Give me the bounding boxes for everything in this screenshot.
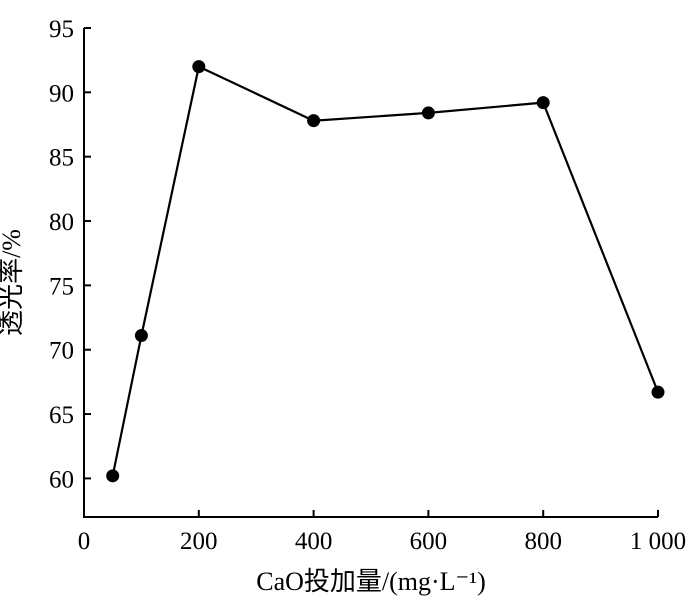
y-tick-label: 95 xyxy=(49,16,74,43)
y-axis-ticks: 60 65 70 75 80 85 90 95 xyxy=(49,16,91,493)
y-axis-title: 透光率/% xyxy=(0,229,26,336)
x-tick-label: 0 xyxy=(78,528,91,555)
data-point xyxy=(651,385,665,399)
x-axis-ticks: 0 200 400 600 800 1 000 xyxy=(78,510,686,555)
x-tick-label: 400 xyxy=(295,528,333,555)
y-tick-label: 70 xyxy=(49,338,74,365)
y-tick-label: 60 xyxy=(49,466,74,493)
y-tick-label: 75 xyxy=(49,273,74,300)
y-tick-label: 90 xyxy=(49,80,74,107)
data-point xyxy=(536,96,550,110)
axis-spines xyxy=(83,28,658,518)
x-tick-label: 800 xyxy=(524,528,562,555)
x-axis-title: CaO投加量/(mg·L⁻¹) xyxy=(256,567,485,596)
data-point xyxy=(106,469,120,483)
data-point xyxy=(421,106,435,120)
y-tick-label: 80 xyxy=(49,209,74,236)
x-tick-label: 600 xyxy=(410,528,448,555)
data-point xyxy=(192,60,206,74)
y-tick-label: 85 xyxy=(49,145,74,172)
axes xyxy=(83,28,658,518)
x-tick-label: 200 xyxy=(180,528,218,555)
data-point xyxy=(307,114,321,128)
y-tick-label: 65 xyxy=(49,402,74,429)
data-point xyxy=(134,329,148,343)
x-tick-label: 1 000 xyxy=(630,528,686,555)
series-group xyxy=(106,60,665,483)
series-line xyxy=(111,65,660,477)
